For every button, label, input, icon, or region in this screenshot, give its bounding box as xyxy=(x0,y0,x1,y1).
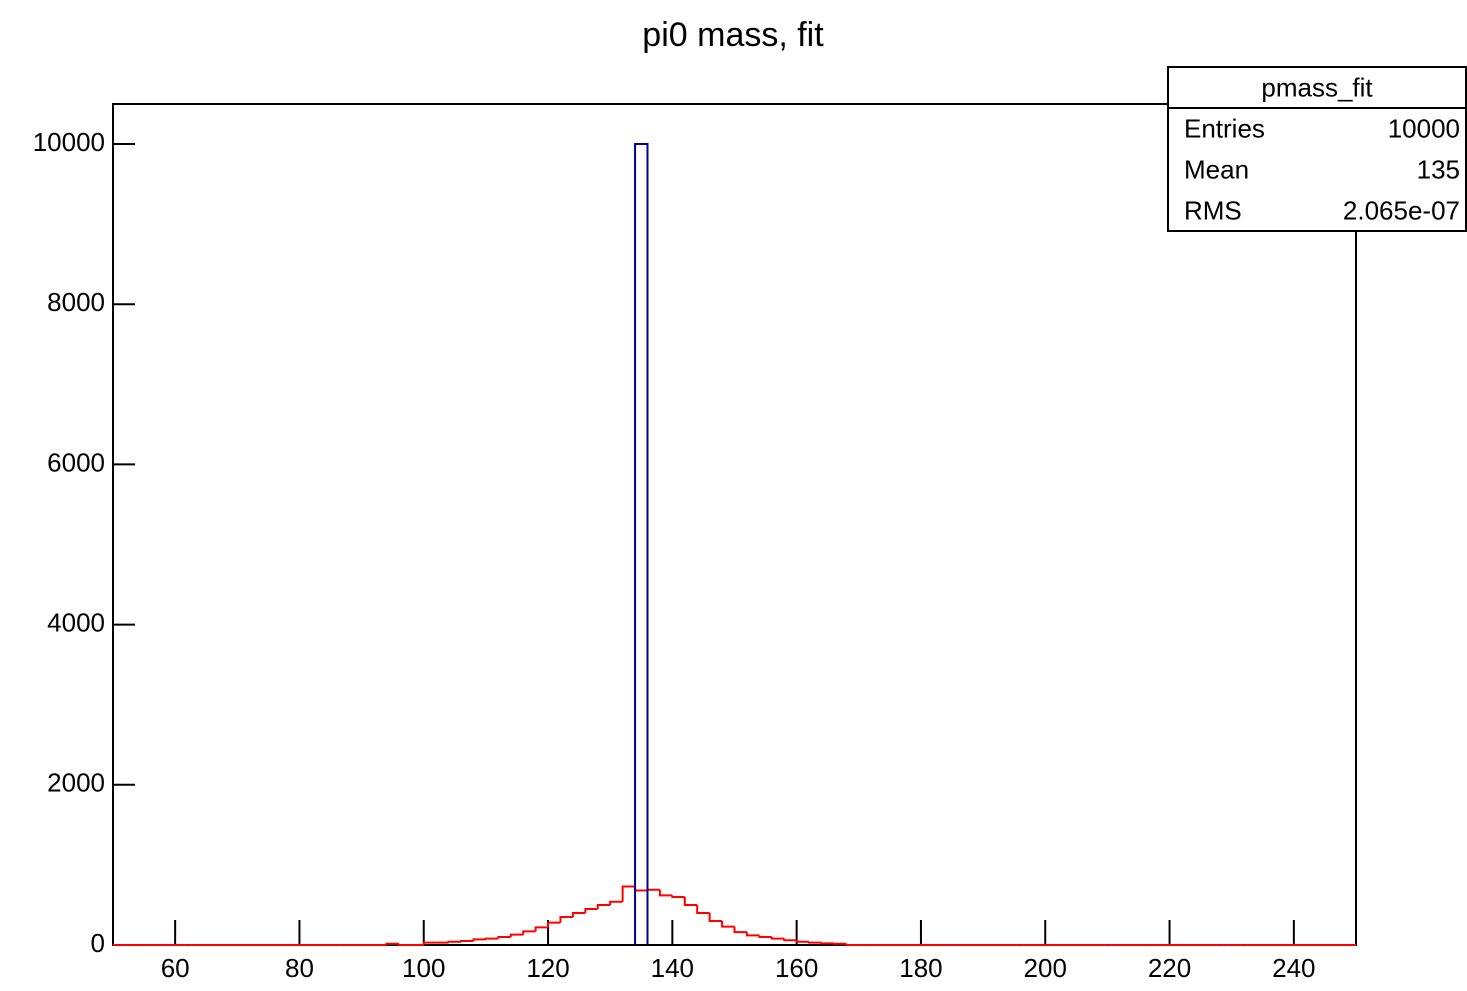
y-tick-label: 6000 xyxy=(47,447,105,477)
stats-label: Mean xyxy=(1184,154,1249,184)
histogram-bin xyxy=(822,943,834,944)
y-tick-label: 4000 xyxy=(47,607,105,637)
stats-label: RMS xyxy=(1184,195,1242,225)
histogram-bin xyxy=(647,890,659,891)
x-tick-label: 60 xyxy=(161,953,190,983)
histogram-bin xyxy=(449,942,461,943)
x-tick-label: 200 xyxy=(1024,953,1067,983)
y-tick-label: 10000 xyxy=(33,127,105,157)
stats-label: Entries xyxy=(1184,113,1265,143)
x-tick-label: 140 xyxy=(651,953,694,983)
histogram-bin xyxy=(809,942,821,943)
x-tick-label: 160 xyxy=(775,953,818,983)
y-tick-label: 2000 xyxy=(47,768,105,798)
x-tick-label: 220 xyxy=(1148,953,1191,983)
stats-title: pmass_fit xyxy=(1261,72,1373,102)
stats-value: 135 xyxy=(1417,154,1460,184)
x-tick-label: 180 xyxy=(899,953,942,983)
chart-title: pi0 mass, fit xyxy=(642,16,824,54)
y-tick-label: 8000 xyxy=(47,287,105,317)
x-tick-label: 100 xyxy=(402,953,445,983)
x-tick-label: 120 xyxy=(526,953,569,983)
histogram-bin xyxy=(486,939,498,940)
stats-value: 2.065e-07 xyxy=(1343,195,1460,225)
histogram-bin xyxy=(461,941,473,942)
x-tick-label: 240 xyxy=(1272,953,1315,983)
x-tick-label: 80 xyxy=(285,953,314,983)
y-tick-label: 0 xyxy=(91,928,105,958)
stats-value: 10000 xyxy=(1388,113,1460,143)
